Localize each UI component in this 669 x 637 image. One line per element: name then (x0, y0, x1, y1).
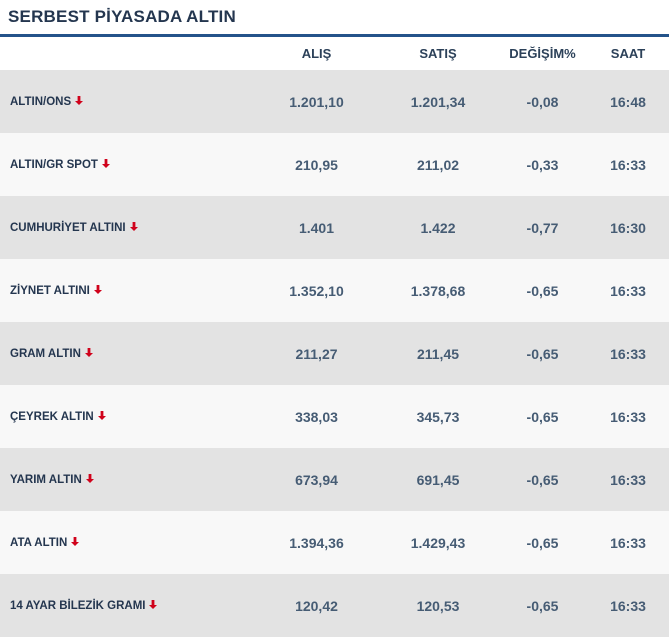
change-percent: -0,33 (498, 133, 587, 196)
sell-price: 1.378,68 (378, 259, 498, 322)
arrow-down-icon (74, 95, 84, 109)
update-time: 16:33 (587, 511, 669, 574)
sell-price: 211,02 (378, 133, 498, 196)
instrument-name[interactable]: ALTIN/GR SPOT (10, 158, 98, 171)
change-percent: -0,65 (498, 259, 587, 322)
table-row[interactable]: ALTIN/ONS 1.201,10 1.201,34 -0,08 16:48 (0, 70, 669, 133)
buy-price: 1.352,10 (255, 259, 378, 322)
instrument-name[interactable]: YARIM ALTIN (10, 473, 82, 486)
section-title: SERBEST PİYASADA ALTIN (0, 0, 669, 37)
arrow-down-icon (148, 599, 158, 613)
arrow-down-icon (84, 347, 94, 361)
instrument-name[interactable]: GRAM ALTIN (10, 347, 81, 360)
buy-price: 338,03 (255, 385, 378, 448)
column-header-sell[interactable]: SATIŞ (419, 46, 457, 61)
table-row[interactable]: YARIM ALTIN 673,94 691,45 -0,65 16:33 (0, 448, 669, 511)
instrument-name[interactable]: ZİYNET ALTINI (10, 284, 90, 297)
update-time: 16:48 (587, 70, 669, 133)
column-header-buy[interactable]: ALIŞ (301, 46, 332, 61)
table-row[interactable]: ATA ALTIN 1.394,36 1.429,43 -0,65 16:33 (0, 511, 669, 574)
sell-price: 691,45 (378, 448, 498, 511)
arrow-down-icon (70, 536, 80, 550)
change-percent: -0,65 (498, 574, 587, 637)
sell-price: 345,73 (378, 385, 498, 448)
arrow-down-icon (101, 158, 111, 172)
sell-price: 211,45 (378, 322, 498, 385)
update-time: 16:33 (587, 448, 669, 511)
table-row[interactable]: ÇEYREK ALTIN 338,03 345,73 -0,65 16:33 (0, 385, 669, 448)
update-time: 16:30 (587, 196, 669, 259)
sell-price: 1.422 (378, 196, 498, 259)
table-row[interactable]: ZİYNET ALTINI 1.352,10 1.378,68 -0,65 16… (0, 259, 669, 322)
table-header-row: ALIŞ SATIŞ DEĞİŞİM% SAAT (0, 37, 669, 70)
change-percent: -0,65 (498, 385, 587, 448)
table-row[interactable]: CUMHURİYET ALTINI 1.401 1.422 -0,77 16:3… (0, 196, 669, 259)
arrow-down-icon (85, 473, 95, 487)
change-percent: -0,65 (498, 322, 587, 385)
update-time: 16:33 (587, 574, 669, 637)
buy-price: 1.401 (255, 196, 378, 259)
buy-price: 1.201,10 (255, 70, 378, 133)
change-percent: -0,08 (498, 70, 587, 133)
table-row[interactable]: 14 AYAR BİLEZİK GRAMI 120,42 120,53 -0,6… (0, 574, 669, 637)
change-percent: -0,65 (498, 448, 587, 511)
update-time: 16:33 (587, 133, 669, 196)
column-header-change[interactable]: DEĞİŞİM% (509, 46, 576, 61)
arrow-down-icon (129, 221, 139, 235)
instrument-name[interactable]: ÇEYREK ALTIN (10, 410, 94, 423)
arrow-down-icon (97, 410, 107, 424)
buy-price: 210,95 (255, 133, 378, 196)
instrument-name[interactable]: ALTIN/ONS (10, 95, 72, 108)
buy-price: 673,94 (255, 448, 378, 511)
table-row[interactable]: GRAM ALTIN 211,27 211,45 -0,65 16:33 (0, 322, 669, 385)
change-percent: -0,77 (498, 196, 587, 259)
table-row[interactable]: ALTIN/GR SPOT 210,95 211,02 -0,33 16:33 (0, 133, 669, 196)
column-header-time[interactable]: SAAT (610, 46, 646, 61)
arrow-down-icon (93, 284, 103, 298)
sell-price: 120,53 (378, 574, 498, 637)
buy-price: 211,27 (255, 322, 378, 385)
buy-price: 120,42 (255, 574, 378, 637)
sell-price: 1.429,43 (378, 511, 498, 574)
instrument-name[interactable]: CUMHURİYET ALTINI (10, 221, 126, 234)
column-header-name (0, 37, 255, 70)
instrument-name[interactable]: ATA ALTIN (10, 536, 68, 549)
sell-price: 1.201,34 (378, 70, 498, 133)
instrument-name[interactable]: 14 AYAR BİLEZİK GRAMI (10, 599, 146, 612)
update-time: 16:33 (587, 259, 669, 322)
change-percent: -0,65 (498, 511, 587, 574)
gold-price-table: ALIŞ SATIŞ DEĞİŞİM% SAAT ALTIN/ONS 1.201… (0, 37, 669, 637)
update-time: 16:33 (587, 385, 669, 448)
update-time: 16:33 (587, 322, 669, 385)
buy-price: 1.394,36 (255, 511, 378, 574)
